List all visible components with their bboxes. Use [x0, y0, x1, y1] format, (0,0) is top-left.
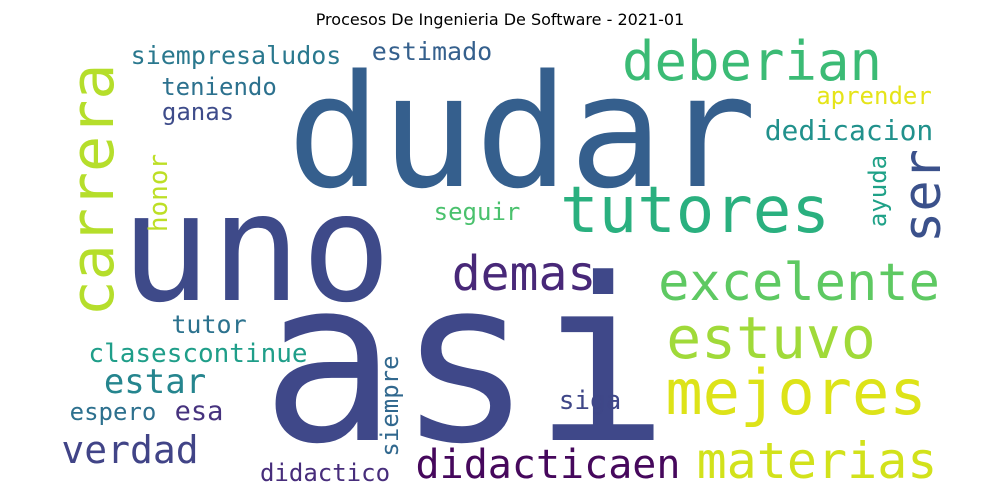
word-mejores: mejores — [665, 356, 926, 429]
chart-title: Procesos De Ingenieria De Software - 202… — [315, 10, 685, 29]
word-clasescontinue: clasescontinue — [88, 339, 307, 369]
word-dedicacion: dedicacion — [765, 114, 934, 147]
word-didactico: didactico — [260, 459, 390, 487]
word-aprender: aprender — [816, 82, 932, 110]
word-verdad: verdad — [61, 428, 198, 472]
word-tutores: tutores — [560, 174, 830, 248]
word-honor: honor — [144, 154, 174, 232]
word-esa: esa — [175, 396, 224, 427]
word-ganas: ganas — [162, 98, 234, 126]
word-deberian: deberian — [622, 30, 882, 93]
word-dudar: dudar — [287, 41, 757, 223]
word-seguir: seguir — [434, 198, 521, 226]
word-ser: ser — [893, 149, 953, 243]
word-asi: asi — [261, 231, 669, 494]
word-estimado: estimado — [372, 37, 492, 66]
word-estar: estar — [104, 362, 206, 402]
word-didacticaen: didacticaen — [416, 442, 681, 488]
word-materias: materias — [697, 432, 938, 490]
word-tutor: tutor — [171, 310, 246, 339]
word-excelente: excelente — [658, 253, 940, 313]
word-estuvo: estuvo — [666, 304, 876, 372]
word-siempre: siempre — [376, 355, 404, 456]
word-demas: demas — [452, 246, 597, 302]
word-ayuda: ayuda — [864, 155, 892, 227]
word-teniendo: teniendo — [161, 73, 277, 101]
word-siempresaludos: siempresaludos — [131, 41, 342, 70]
word-carrera: carrera — [58, 64, 128, 317]
word-siga: siga — [559, 386, 622, 416]
word-uno: uno — [121, 162, 392, 336]
word-espero: espero — [70, 398, 157, 426]
